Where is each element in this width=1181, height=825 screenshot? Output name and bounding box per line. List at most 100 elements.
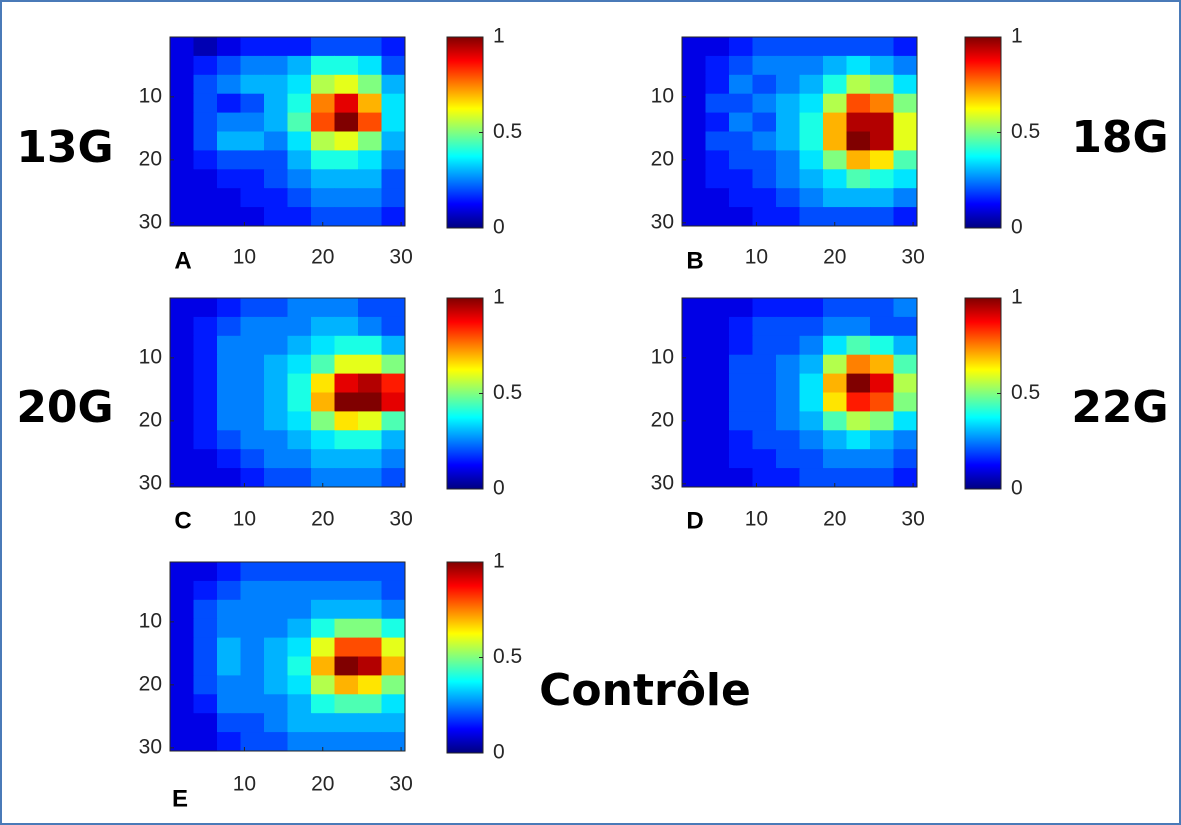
heat-cell — [752, 55, 777, 76]
colorbar — [964, 36, 1002, 229]
heat-cell — [729, 188, 753, 208]
heat-cell — [334, 74, 359, 95]
heat-cell — [311, 713, 335, 733]
heat-cell — [193, 207, 218, 227]
heat-cell — [823, 298, 847, 318]
heat-cell — [287, 93, 312, 114]
heat-cell — [729, 150, 753, 170]
heat-cell — [217, 131, 241, 151]
heat-cell — [287, 298, 312, 318]
heat-cell — [705, 93, 730, 114]
heat-cell — [240, 656, 265, 676]
panel-label: Contrôle — [539, 665, 751, 716]
heat-cell — [170, 713, 194, 733]
heat-cell — [193, 618, 218, 639]
heat-cell — [358, 93, 382, 114]
heat-cell — [240, 74, 265, 95]
x-tick-label: 10 — [745, 508, 768, 531]
colorbar — [964, 297, 1002, 490]
heat-cell — [776, 74, 800, 95]
heat-cell — [334, 468, 359, 488]
heat-cell — [240, 694, 265, 714]
heat-cell — [893, 468, 918, 488]
heat-cell — [264, 188, 288, 208]
heat-cell — [823, 207, 847, 227]
heat-cell — [752, 411, 777, 431]
x-tick-label: 20 — [311, 773, 334, 796]
heat-cell — [170, 656, 194, 676]
heat-cell — [682, 373, 706, 393]
heat-cell — [193, 411, 218, 431]
heat-cell — [682, 354, 706, 375]
colorbar-tick-label: 0.5 — [1011, 120, 1040, 143]
heat-cell — [799, 74, 824, 95]
heat-cell — [846, 335, 871, 356]
heat-cell — [381, 637, 406, 657]
heat-cell — [240, 112, 265, 132]
heat-cell — [729, 74, 753, 95]
heat-cell — [729, 335, 753, 356]
heat-cell — [846, 55, 871, 76]
heat-cell — [334, 55, 359, 76]
heat-cell — [264, 468, 288, 488]
heat-cell — [870, 55, 894, 76]
heat-cell — [870, 373, 894, 393]
heat-cell — [240, 131, 265, 151]
heat-cell — [823, 354, 847, 375]
heat-cell — [264, 37, 288, 57]
heat-cell — [799, 430, 824, 450]
heat-cell — [264, 112, 288, 132]
heat-cell — [287, 599, 312, 620]
heat-cell — [170, 335, 194, 356]
heat-cell — [893, 74, 918, 95]
heat-cell — [264, 131, 288, 151]
heat-cell — [217, 298, 241, 318]
heat-cell — [776, 131, 800, 151]
heat-cell — [682, 37, 706, 57]
heat-cell — [705, 37, 730, 57]
heat-cell — [287, 637, 312, 657]
heat-cell — [311, 112, 335, 132]
heat-cell — [846, 207, 871, 227]
heat-cell — [799, 93, 824, 114]
heat-cell — [799, 373, 824, 393]
heat-cell — [170, 449, 194, 469]
heat-cell — [193, 55, 218, 76]
heat-cell — [334, 694, 359, 714]
colorbar-tick-label: 1 — [1011, 286, 1023, 309]
colorbar — [446, 561, 484, 754]
heat-cell — [381, 599, 406, 620]
heat-cell — [334, 207, 359, 227]
heat-cell — [287, 207, 312, 227]
heat-cell — [170, 599, 194, 620]
heat-cell — [240, 732, 265, 752]
heat-cell — [240, 449, 265, 469]
heat-cell — [193, 656, 218, 676]
heat-cell — [193, 449, 218, 469]
heat-cell — [240, 411, 265, 431]
heat-cell — [264, 373, 288, 393]
heat-cell — [381, 694, 406, 714]
heat-cell — [381, 732, 406, 752]
heat-cell — [240, 618, 265, 639]
x-tick-label: 20 — [311, 246, 334, 269]
heat-cell — [193, 131, 218, 151]
heat-cell — [823, 188, 847, 208]
heat-cell — [381, 468, 406, 488]
heat-cell — [240, 188, 265, 208]
heat-cell — [264, 411, 288, 431]
y-tick-label: 20 — [139, 408, 162, 431]
y-tick-label: 20 — [651, 408, 674, 431]
heat-cell — [846, 316, 871, 337]
heat-cell — [893, 316, 918, 337]
heat-cell — [776, 188, 800, 208]
heat-cell — [381, 392, 406, 412]
heat-cell — [682, 207, 706, 227]
heat-cell — [170, 169, 194, 189]
heat-cell — [870, 150, 894, 170]
heat-cell — [264, 562, 288, 582]
heat-cell — [705, 207, 730, 227]
heat-cell — [170, 74, 194, 95]
heat-cell — [217, 675, 241, 695]
heat-cell — [358, 131, 382, 151]
